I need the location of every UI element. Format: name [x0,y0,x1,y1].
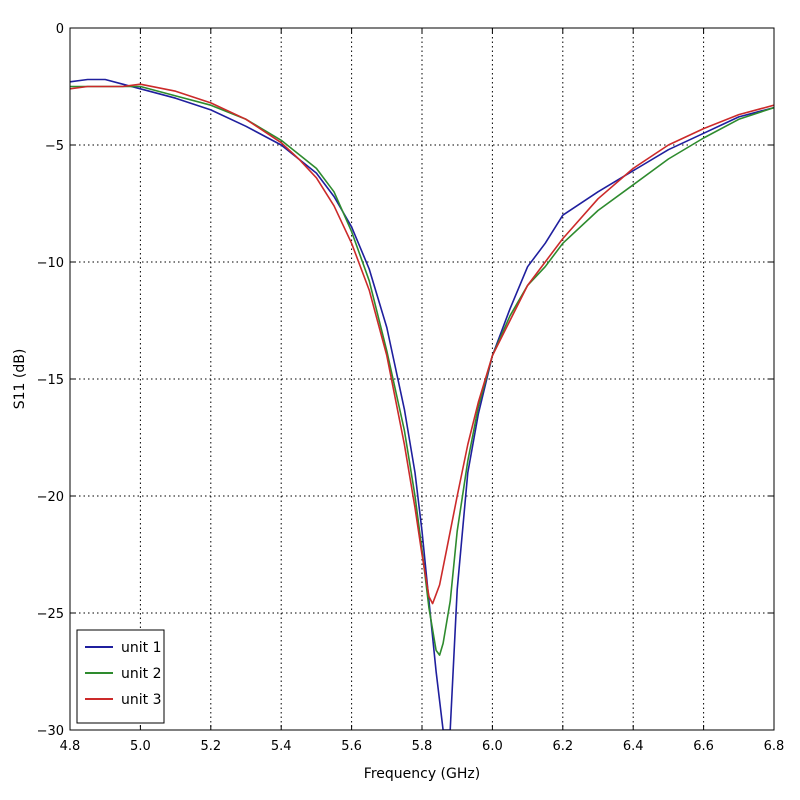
y-tick-label: −5 [45,139,64,154]
grid-layer [70,28,774,730]
x-tick-label: 6.8 [764,739,785,754]
y-tick-label: −30 [37,724,64,739]
series-line-2 [70,85,774,656]
y-tick-label: 0 [56,22,64,37]
x-tick-label: 6.0 [482,739,503,754]
x-tick-label: 5.8 [412,739,433,754]
legend-label-3: unit 3 [121,692,161,708]
y-tick-label: −25 [37,607,64,622]
x-axis-label: Frequency (GHz) [364,766,480,782]
x-tick-label: 5.6 [341,739,362,754]
y-tick-label: −10 [37,256,64,271]
x-tick-label: 4.8 [60,739,81,754]
x-tick-label: 5.2 [200,739,221,754]
series-layer [70,78,774,730]
x-tick-label: 5.0 [130,739,151,754]
legend-label-2: unit 2 [121,666,161,682]
legend: unit 1 unit 2 unit 3 [76,629,165,724]
legend-label-1: unit 1 [121,640,161,656]
x-tick-label: 5.4 [271,739,292,754]
y-tick-label: −20 [37,490,64,505]
x-tick-label: 6.6 [693,739,714,754]
series-line-1 [70,78,774,730]
legend-box [76,629,165,724]
x-tick-label: 6.2 [552,739,573,754]
tick-layer: 4.8 5.0 5.2 5.4 5.6 5.8 6.0 6.2 6.4 6.6 6.8 0 −5 −10 −… [37,22,785,754]
x-tick-label: 6.4 [623,739,644,754]
series-line-3 [70,83,774,605]
y-tick-label: −15 [37,373,64,388]
y-axis-label: S11 (dB) [12,349,28,410]
